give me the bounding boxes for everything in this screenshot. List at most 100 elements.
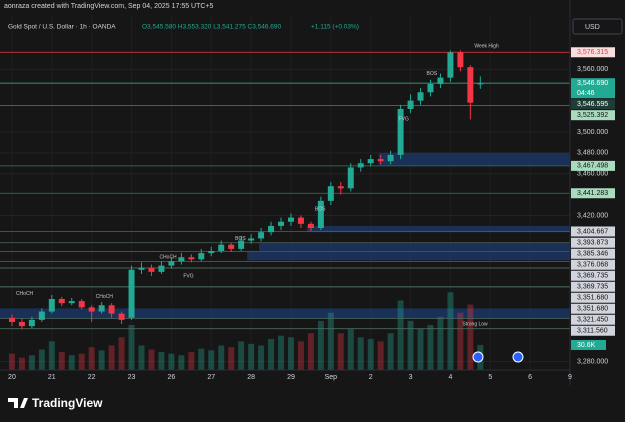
volume-bar [158, 352, 165, 370]
level-layer [0, 51, 570, 330]
level-label: 3,404.667 [577, 228, 608, 235]
x-tick-label: 20 [8, 374, 16, 381]
volume-bar [457, 312, 464, 370]
annotation-layer: Week High Strong Low BOS BOS BOS CHoCH CHoCH CH… [16, 44, 499, 328]
level-tag [571, 281, 615, 292]
candle-body [377, 159, 384, 162]
candle-body [417, 92, 424, 101]
level-label: 3,369.735 [577, 284, 608, 291]
volume-bar [357, 337, 364, 370]
volume-bar [58, 352, 65, 370]
candle-body [297, 217, 304, 224]
y-tick-label: 3,420.000 [577, 212, 608, 219]
axis-layer: 3,560.000 3,500.000 3,480.000 3,460.000 3,42… [8, 47, 615, 381]
candle-body [278, 221, 285, 226]
candle-body [98, 305, 105, 312]
candle-body [467, 67, 474, 103]
annotation: FVG [183, 273, 193, 279]
brand-name: TradingView [32, 396, 103, 410]
x-tick-label: 3 [409, 374, 413, 381]
volume-bar [387, 333, 394, 370]
candle-body [78, 301, 85, 308]
volume-bar [128, 325, 135, 370]
candle-body [178, 257, 185, 262]
annotation: BOS [315, 207, 326, 213]
volume-bar [287, 337, 294, 370]
level-label: 3,525.392 [577, 112, 608, 119]
level-tag [571, 160, 615, 171]
candle-body [208, 250, 215, 254]
candle-body [198, 253, 205, 260]
level-label: 3,351.680 [577, 306, 608, 313]
x-tick-label: 23 [128, 374, 136, 381]
candle-body [68, 301, 75, 304]
change-label: +1.115 (+0.03%) [311, 24, 359, 31]
order-block [0, 308, 570, 319]
candle-body [158, 265, 165, 272]
candle-layer [8, 50, 484, 330]
level-tag [571, 110, 615, 121]
volume-bar [417, 329, 424, 370]
candle-body [427, 83, 434, 93]
volume-bar [188, 352, 195, 370]
order-block [378, 152, 570, 166]
annotation: CHoCH [159, 255, 177, 261]
x-tick-label: 6 [528, 374, 532, 381]
event-flag[interactable] [512, 351, 524, 363]
candle-body [58, 299, 65, 304]
order-block [306, 225, 570, 233]
candle-body [407, 100, 414, 109]
annotation: CHoCH [96, 294, 114, 300]
level-label: 3,441.283 [577, 190, 608, 197]
annotation: BOS [427, 71, 438, 77]
candle-body [28, 319, 35, 327]
volume-bar [78, 353, 85, 370]
candle-body [317, 200, 324, 228]
level-label: 3,321.450 [577, 317, 608, 324]
candle-body [287, 217, 294, 222]
volume-bar [218, 345, 225, 370]
volume-bar [208, 350, 215, 370]
level-label: 3,467.498 [577, 163, 608, 170]
level-label: 3,311.560 [577, 328, 608, 335]
x-tick-label: Sep [325, 374, 338, 381]
level-tag [571, 325, 615, 336]
candle-body [228, 244, 235, 249]
volume-axis-label: 30.6K [577, 342, 596, 349]
x-tick-label: 9 [568, 374, 572, 381]
y-tick-label: 3,280.000 [577, 358, 608, 365]
candle-body [148, 267, 155, 272]
candle-body [238, 240, 245, 249]
annotation: BOS [235, 236, 246, 242]
level-tag [571, 314, 615, 325]
volume-bar [258, 345, 265, 370]
x-tick-label: 22 [88, 374, 96, 381]
y-tick-label: 3,500.000 [577, 129, 608, 136]
annotation: CHoCH [16, 291, 34, 297]
volume-bar [238, 341, 245, 370]
x-tick-label: 2 [369, 374, 373, 381]
volume-bar [317, 320, 324, 370]
level-label: 3,546.595 [577, 101, 608, 108]
order-block [259, 242, 570, 251]
x-tick-label: 21 [48, 374, 56, 381]
volume-bar [248, 343, 255, 370]
volume-bar [407, 320, 414, 370]
candle-body [327, 186, 334, 201]
currency-label[interactable]: USD [585, 24, 600, 31]
candle-body [88, 307, 95, 312]
candle-body [108, 305, 115, 314]
x-tick-label: 27 [207, 374, 215, 381]
y-tick-label: 3,480.000 [577, 150, 608, 157]
x-tick-label: 5 [488, 374, 492, 381]
level-tag [571, 47, 615, 58]
candle-body [8, 317, 15, 322]
volume-bar [327, 312, 334, 370]
currency-button[interactable] [572, 18, 623, 35]
level-label: 3,369.735 [577, 273, 608, 280]
event-flag[interactable] [472, 351, 484, 363]
countdown: 04:46 [577, 90, 595, 97]
candle-body [347, 167, 354, 189]
candle-body [477, 83, 484, 85]
